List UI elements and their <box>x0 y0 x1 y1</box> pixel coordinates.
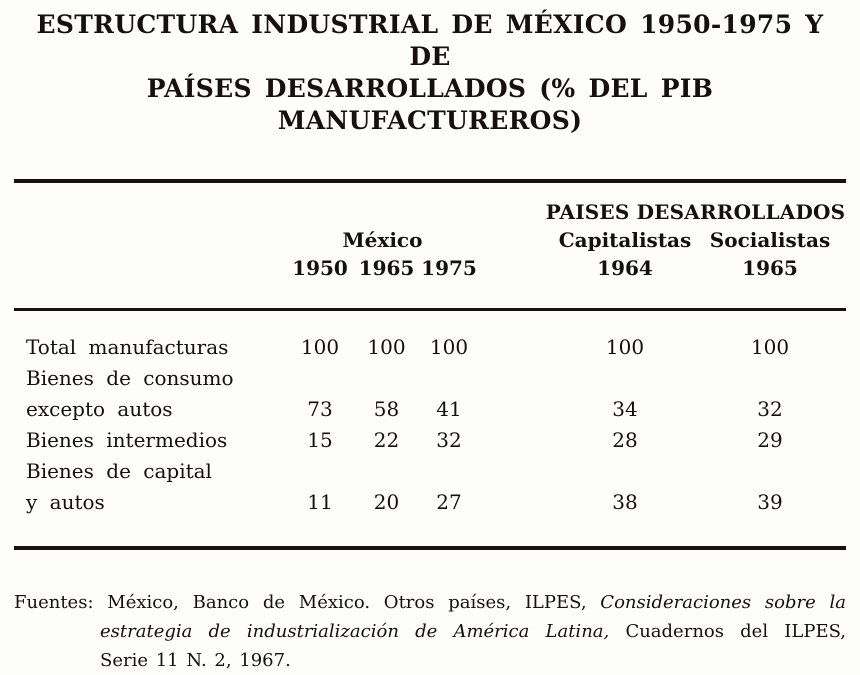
cell-value: 100 <box>605 335 645 359</box>
year-header-1950: 1950 <box>292 256 348 280</box>
sources-text: Serie 11 N. 2, 1967. <box>100 650 291 671</box>
cell-value: 100 <box>367 335 406 359</box>
socialistas-column-header: Socialistas <box>709 228 831 252</box>
title-line-3: MANUFACTUREROS) <box>277 106 583 135</box>
row-label: y autos <box>26 490 105 514</box>
table-row: excepto autos 73 58 41 34 32 <box>14 394 846 425</box>
cell-value: 28 <box>612 428 638 452</box>
capitalistas-column-header: Capitalistas <box>558 228 692 252</box>
header-row-group: PAISES DESARROLLADOS <box>14 198 846 226</box>
row-label: Bienes intermedios <box>26 428 228 452</box>
cell-value: 38 <box>612 490 638 514</box>
cell-value: 11 <box>307 490 333 514</box>
cell-value: 22 <box>373 428 400 452</box>
table-body: Total manufacturas 100 100 100 100 100 B… <box>14 311 846 546</box>
cell-value: 39 <box>757 490 783 514</box>
row-label: excepto autos <box>26 397 173 421</box>
developed-countries-group-header: PAISES DESARROLLADOS <box>545 200 846 224</box>
table-title: ESTRUCTURA INDUSTRIAL DE MÉXICO 1950-197… <box>0 9 860 137</box>
cell-value: 27 <box>436 490 462 514</box>
year-header-1975: 1975 <box>421 256 477 280</box>
cell-value: 34 <box>612 397 638 421</box>
industrial-structure-table: PAISES DESARROLLADOS México Capitalistas… <box>14 179 846 550</box>
cell-value: 100 <box>300 335 340 359</box>
year-header-socialistas-1965: 1965 <box>742 256 798 280</box>
title-line-1: ESTRUCTURA INDUSTRIAL DE MÉXICO 1950-197… <box>36 10 824 71</box>
cell-value: 15 <box>307 428 333 452</box>
sources-italic-title: Consideraciones sobre la <box>600 592 846 613</box>
cell-value: 58 <box>373 397 400 421</box>
cell-value: 100 <box>429 335 469 359</box>
cell-value: 32 <box>757 397 783 421</box>
sources-text: Cuadernos del ILPES, <box>625 621 846 642</box>
sources-text: México, Banco de México. Otros países, I… <box>107 592 587 613</box>
table-row: Bienes intermedios 15 22 32 28 29 <box>14 425 846 456</box>
table-row: Bienes de consumo <box>14 363 846 394</box>
table-header: PAISES DESARROLLADOS México Capitalistas… <box>14 183 846 311</box>
sources-italic-title: estrategia de industrialización de Améri… <box>100 621 610 642</box>
row-label: Total manufacturas <box>26 335 229 359</box>
row-label: Bienes de capital <box>26 459 212 483</box>
table-row: Bienes de capital <box>14 456 846 487</box>
row-label: Bienes de consumo <box>26 366 234 390</box>
table-row: Total manufacturas 100 100 100 100 100 <box>14 332 846 363</box>
year-header-1965: 1965 <box>358 256 415 280</box>
sources-line-3: Serie 11 N. 2, 1967. <box>14 646 846 675</box>
year-header-capitalistas-1964: 1964 <box>597 256 653 280</box>
cell-value: 100 <box>750 335 790 359</box>
title-line-2: PAÍSES DESARROLLADOS (% DEL PIB <box>146 74 714 103</box>
sources-line-2: estrategia de industrialización de Améri… <box>14 617 846 646</box>
sources-note: Fuentes: México, Banco de México. Otros … <box>14 588 846 675</box>
scanned-document-page: ESTRUCTURA INDUSTRIAL DE MÉXICO 1950-197… <box>0 9 860 671</box>
header-row-regions: México Capitalistas Socialistas <box>14 226 846 254</box>
cell-value: 73 <box>307 397 333 421</box>
cell-value: 41 <box>436 397 462 421</box>
cell-value: 20 <box>373 490 400 514</box>
table-row: y autos 11 20 27 38 39 <box>14 487 846 518</box>
header-row-years: 1950 1965 1975 1964 1965 <box>14 254 846 282</box>
sources-line-1: Fuentes: México, Banco de México. Otros … <box>14 588 846 617</box>
sources-label: Fuentes: <box>14 592 94 613</box>
mexico-column-header: México <box>342 228 423 252</box>
cell-value: 29 <box>757 428 783 452</box>
cell-value: 32 <box>436 428 462 452</box>
